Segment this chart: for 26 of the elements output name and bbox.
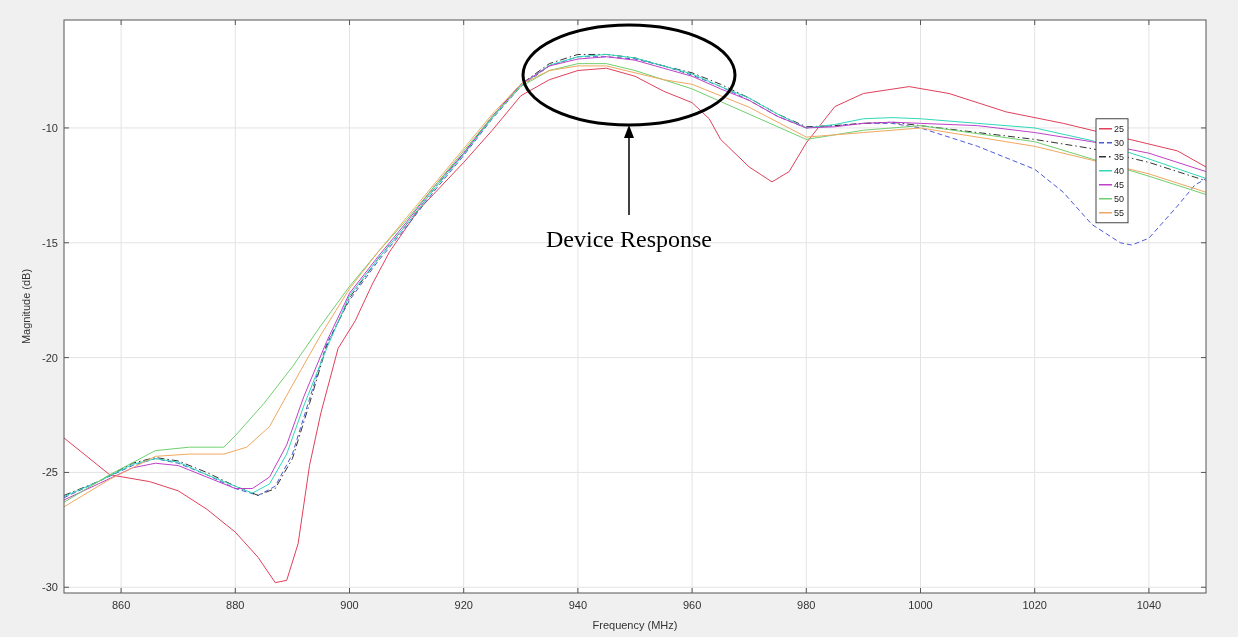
legend-label: 40 <box>1114 166 1125 177</box>
x-tick-label: 900 <box>340 599 359 611</box>
y-tick-label: -20 <box>42 351 58 364</box>
legend-label: 45 <box>1114 180 1125 191</box>
y-tick-label: -25 <box>42 466 58 479</box>
y-tick-label: -10 <box>42 121 58 134</box>
x-tick-label: 960 <box>682 599 702 611</box>
legend-label: 35 <box>1114 152 1125 163</box>
legend-label: 30 <box>1114 138 1125 149</box>
y-tick-label: -30 <box>42 581 58 594</box>
x-tick-label: 860 <box>111 599 131 611</box>
x-tick-label: 1020 <box>1022 599 1047 611</box>
x-tick-label: 980 <box>797 599 816 611</box>
x-axis-title: Frequency (MHz) <box>592 619 678 631</box>
annotation: Device Response <box>546 226 712 252</box>
x-tick-label: 880 <box>226 599 245 611</box>
legend-label: 25 <box>1114 124 1125 135</box>
x-tick-label: 920 <box>454 599 473 611</box>
x-tick-label: 1000 <box>908 599 933 611</box>
x-tick-label: 1040 <box>1136 599 1162 611</box>
y-axis-title: Magnitude (dB) <box>20 268 32 345</box>
y-tick-label: -15 <box>42 236 58 249</box>
legend-label: 50 <box>1114 194 1125 205</box>
line-series <box>63 67 1207 584</box>
legend-label: 55 <box>1114 208 1125 219</box>
x-tick-label: 940 <box>568 599 588 611</box>
